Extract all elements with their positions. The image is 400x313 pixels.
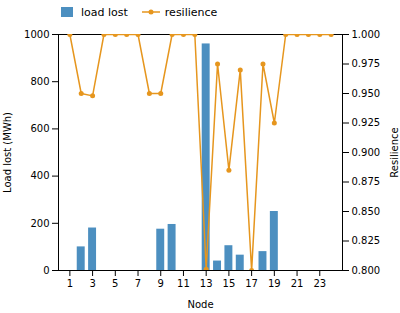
svg-text:0.975: 0.975	[352, 58, 381, 69]
html-text:load lost: load lost	[81, 5, 128, 19]
svg-text:11: 11	[177, 278, 190, 289]
svg-text:7: 7	[135, 278, 141, 289]
html-text:resilience: resilience	[164, 5, 218, 19]
svg-text:Load lost (MWh): Load lost (MWh)	[2, 112, 13, 193]
svg-text:800: 800	[30, 76, 49, 87]
svg-text:3: 3	[89, 278, 95, 289]
svg-text:1: 1	[67, 278, 73, 289]
svg-text:13: 13	[200, 278, 213, 289]
svg-text:600: 600	[30, 123, 49, 134]
svg-text:0.950: 0.950	[352, 88, 381, 99]
svg-text:0: 0	[43, 265, 49, 276]
svg-text:21: 21	[291, 278, 304, 289]
svg-text:200: 200	[30, 218, 49, 229]
svg-text:15: 15	[223, 278, 236, 289]
svg-text:23: 23	[313, 278, 326, 289]
svg-text:1000: 1000	[24, 29, 49, 40]
svg-text:0.800: 0.800	[352, 265, 381, 276]
svg-text:17: 17	[245, 278, 258, 289]
svg-text:5: 5	[112, 278, 118, 289]
svg-text:0.875: 0.875	[352, 176, 381, 187]
svg-text:9: 9	[158, 278, 164, 289]
svg-text:0.850: 0.850	[352, 206, 381, 217]
svg-text:Resilience: Resilience	[389, 127, 400, 177]
svg-text:400: 400	[30, 170, 49, 181]
svg-text:0.925: 0.925	[352, 117, 381, 128]
svg-text:Node: Node	[187, 299, 213, 310]
svg-text:0.825: 0.825	[352, 235, 381, 246]
svg-text:19: 19	[268, 278, 281, 289]
svg-text:0.900: 0.900	[352, 147, 381, 158]
svg-text:1.000: 1.000	[352, 29, 381, 40]
